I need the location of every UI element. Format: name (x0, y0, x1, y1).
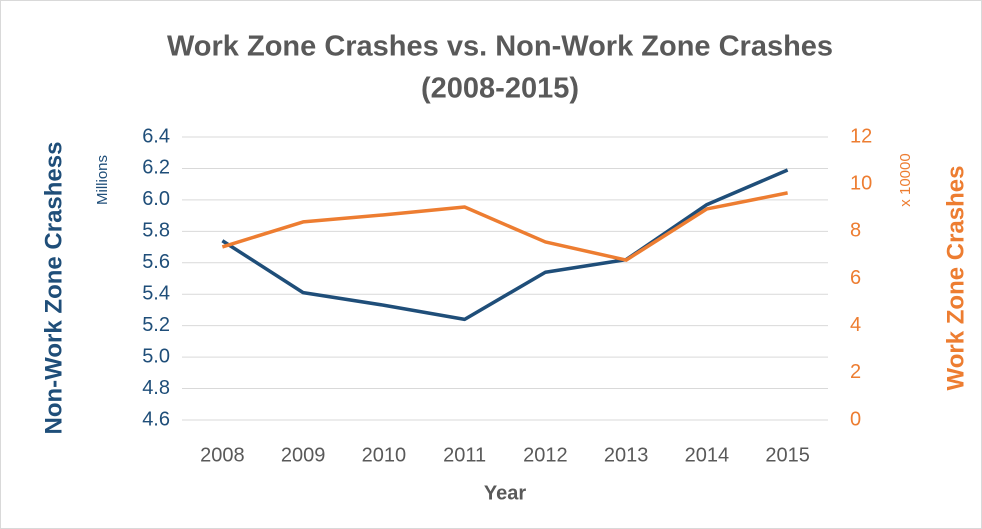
y2-tick-label: 10 (850, 172, 872, 194)
x-tick-label: 2009 (281, 444, 326, 466)
x-tick-label: 2014 (685, 444, 730, 466)
series-line (221, 191, 788, 262)
y-axis-label: Non-Work Zone Crashess (40, 142, 67, 435)
y-tick-label: 6.0 (142, 188, 170, 210)
y2-tick-label: 0 (850, 408, 861, 430)
y-tick-label: 5.6 (142, 251, 170, 273)
y-tick-label: 6.2 (142, 157, 170, 179)
y2-axis-unit: x 10000 (897, 153, 914, 206)
y2-tick-label: 2 (850, 361, 861, 383)
y-tick-label: 5.0 (142, 345, 170, 367)
x-tick-label: 2010 (362, 444, 407, 466)
y2-tick-label: 4 (850, 314, 861, 336)
chart-title: Work Zone Crashes vs. Non-Work Zone Cras… (167, 31, 833, 63)
x-tick-label: 2011 (443, 444, 486, 466)
y2-tick-label: 12 (850, 125, 872, 147)
chart-title: (2008-2015) (421, 73, 579, 105)
y-tick-label: 4.8 (142, 377, 170, 399)
x-axis-label: Year (484, 482, 526, 504)
x-tick-label: 2013 (604, 444, 649, 466)
x-tick-label: 2008 (200, 444, 245, 466)
x-tick-label: 2012 (523, 444, 568, 466)
y-tick-label: 5.8 (142, 220, 170, 242)
y-tick-label: 5.2 (142, 314, 170, 336)
y-axis-unit: Millions (94, 155, 111, 205)
series-line (221, 168, 789, 322)
y2-tick-label: 6 (850, 267, 861, 289)
y-tick-label: 4.6 (142, 408, 170, 430)
y-tick-label: 6.4 (142, 125, 170, 147)
y2-tick-label: 8 (850, 220, 861, 242)
y-tick-label: 5.4 (142, 283, 170, 305)
x-tick-label: 2015 (765, 444, 810, 466)
y2-axis-label: Work Zone Crashes (942, 166, 969, 391)
